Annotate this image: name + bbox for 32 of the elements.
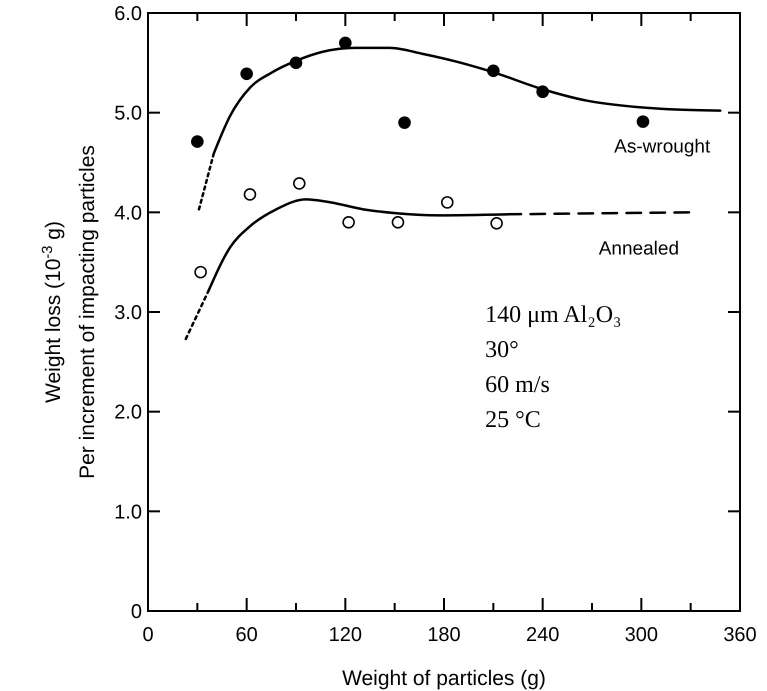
point <box>392 216 404 229</box>
y-tick-label: 6.0 <box>114 3 142 25</box>
point <box>636 115 650 128</box>
y-tick-label: 5.0 <box>114 102 142 125</box>
y-tick-label: 1.0 <box>114 501 142 524</box>
point <box>339 36 352 50</box>
x-tick-label: 60 <box>236 624 258 646</box>
x-tick-label: 300 <box>624 624 658 646</box>
point <box>240 68 253 80</box>
y-tick-label: 4.0 <box>114 202 142 224</box>
x-tick-label: 360 <box>723 624 757 646</box>
x-tick-label: 240 <box>526 624 560 646</box>
point <box>342 216 355 229</box>
x-axis-title: Weight of particles (g) <box>342 667 546 690</box>
y-tick-label: 3.0 <box>114 302 142 324</box>
point <box>191 135 204 148</box>
annotation: 30° <box>485 336 519 363</box>
x-tick-label: 180 <box>427 624 461 646</box>
annotation: 140 μm Al₂O₃ <box>485 302 622 328</box>
x-tick-label: 120 <box>328 624 362 646</box>
series-label: As-wrought <box>614 136 711 158</box>
series-label: Annealed <box>598 238 680 260</box>
point <box>440 196 454 209</box>
point <box>194 266 207 278</box>
y-tick-label: 0 <box>130 601 142 623</box>
point <box>398 116 411 129</box>
y-tick-label: 2.0 <box>114 402 142 424</box>
point <box>490 217 503 230</box>
annotation: 25 °C <box>485 406 541 433</box>
point <box>244 188 256 201</box>
annotation: 60 m/s <box>485 372 550 398</box>
point <box>292 177 306 190</box>
